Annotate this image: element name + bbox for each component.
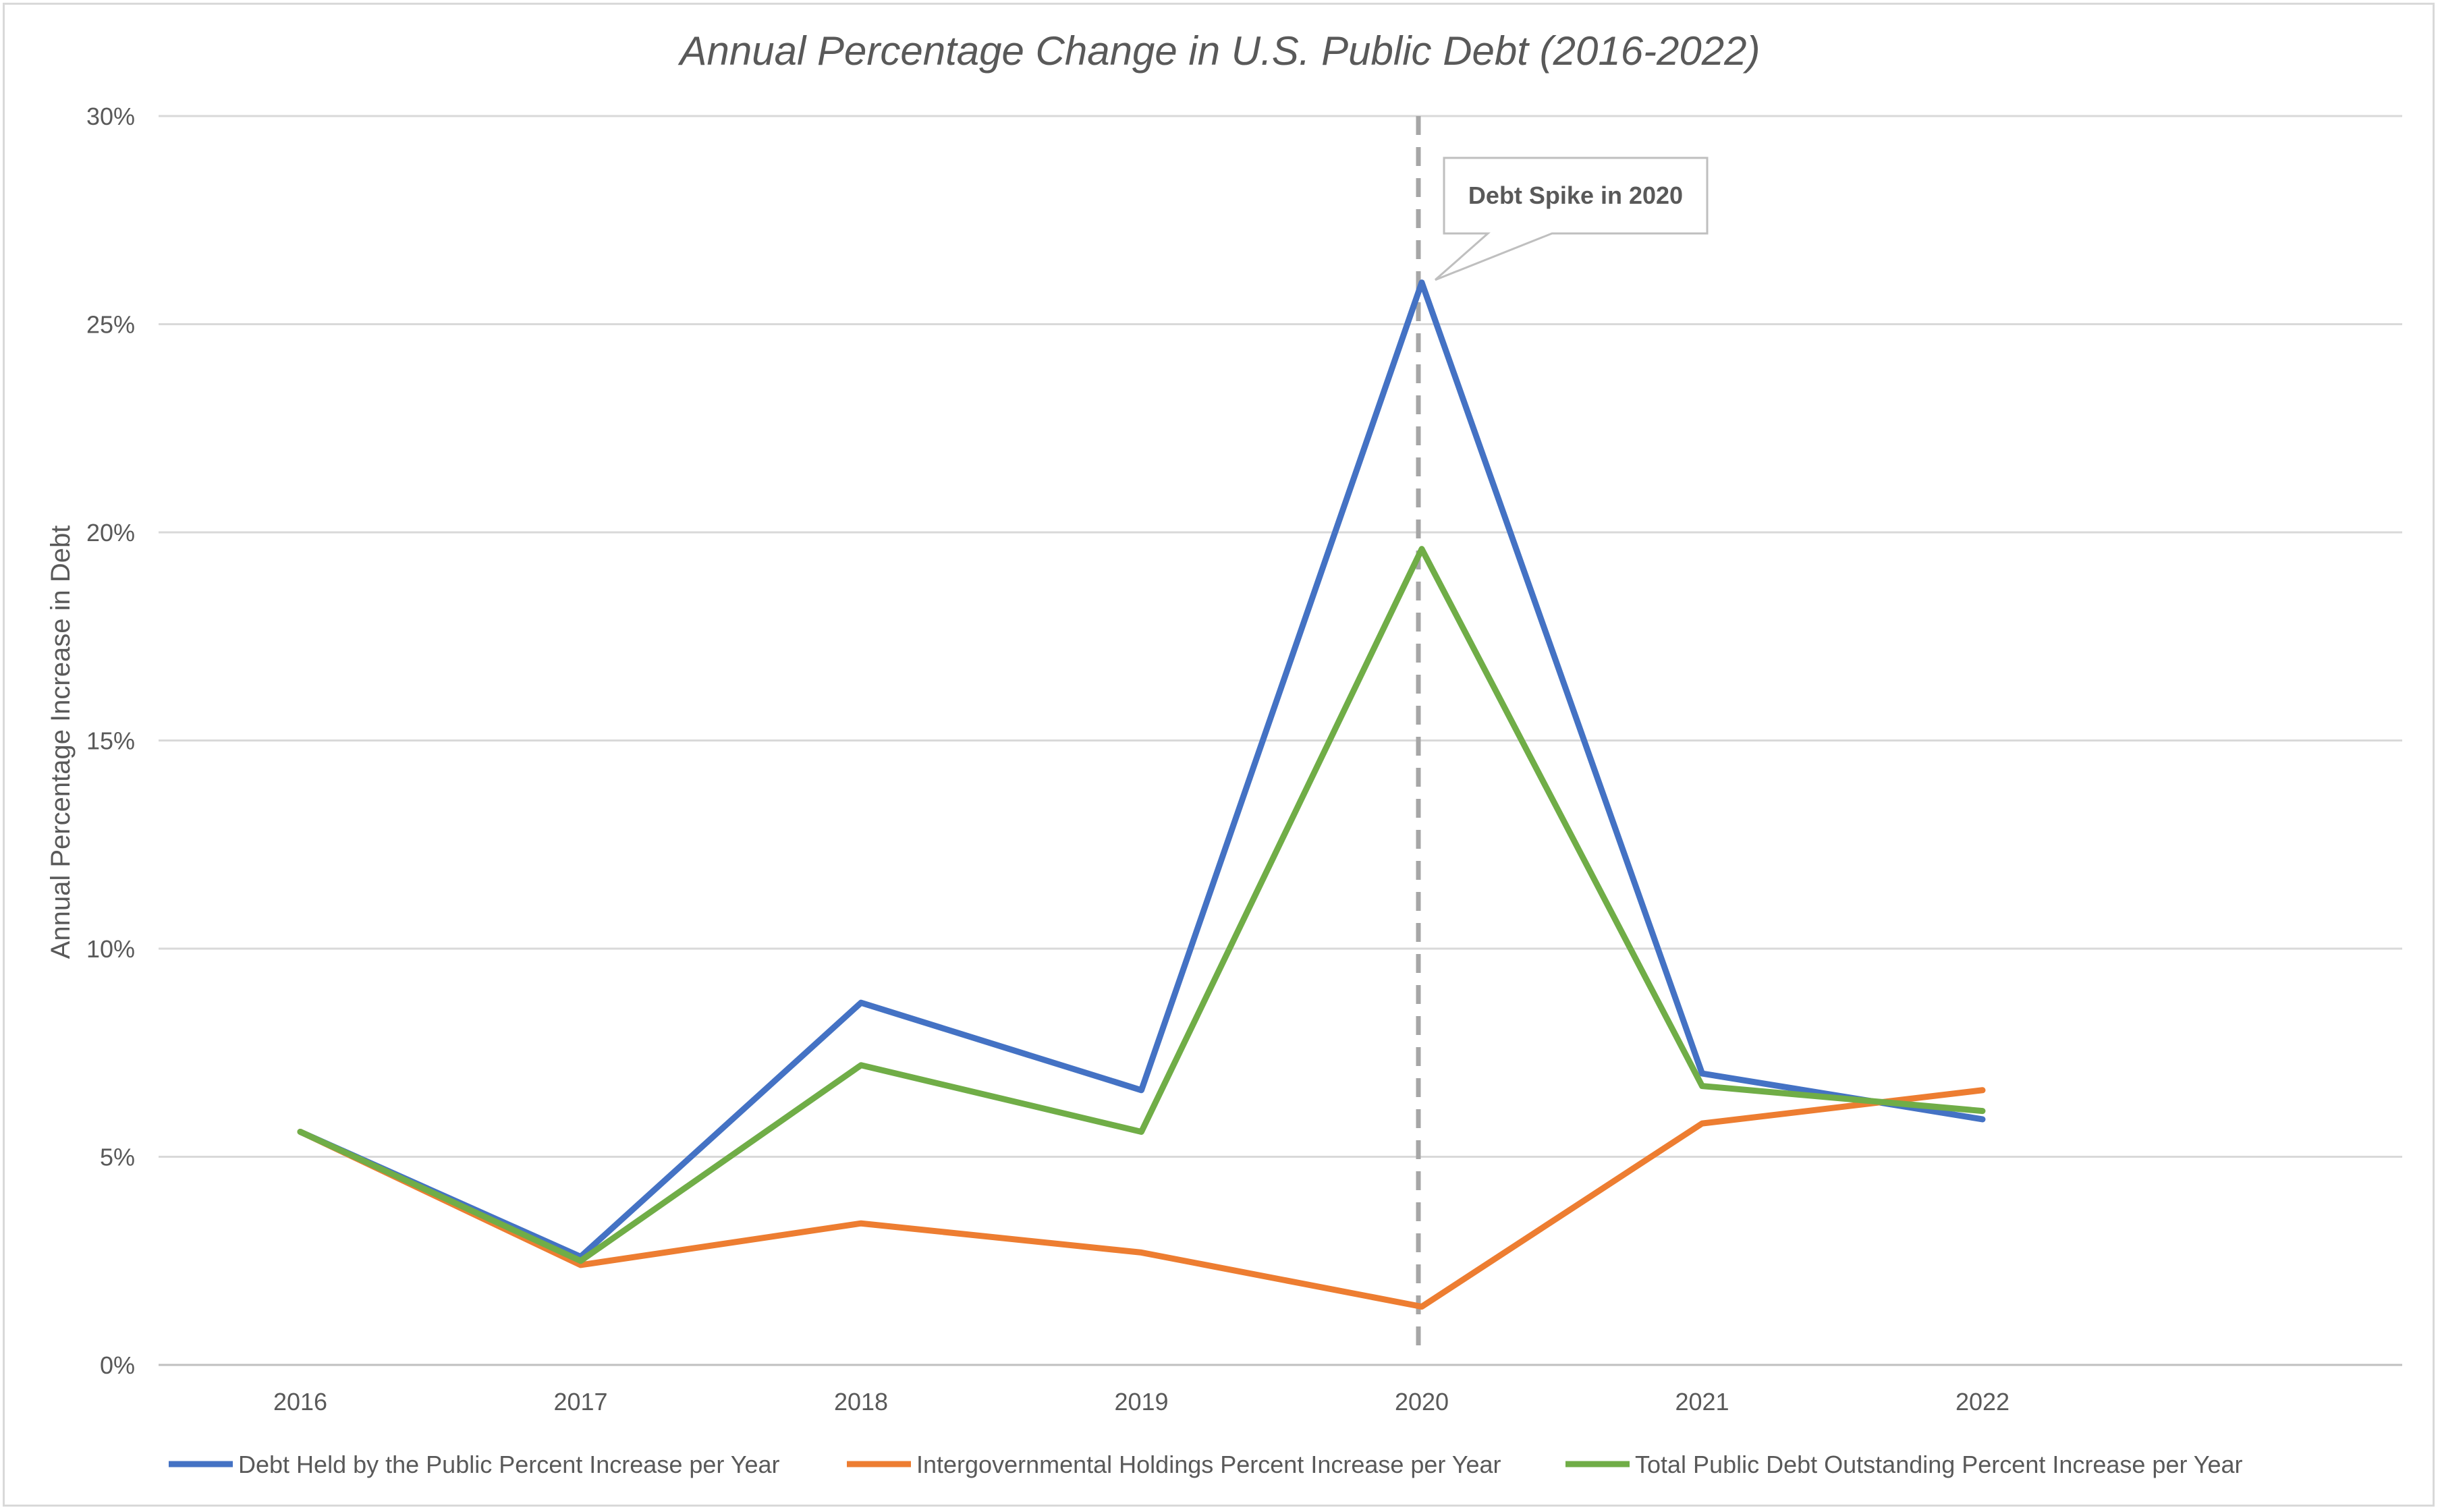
y-tick-label: 25% [86, 311, 135, 339]
y-tick-label: 30% [86, 103, 135, 130]
series-line-1 [297, 279, 1986, 1260]
y-tick-label: 20% [86, 519, 135, 547]
y-tick-label: 10% [86, 935, 135, 963]
x-tick-label: 2021 [1675, 1388, 1729, 1416]
chart-title: Annual Percentage Change in U.S. Public … [677, 28, 1760, 74]
x-tick-label: 2019 [1114, 1388, 1168, 1416]
legend-label: Intergovernmental Holdings Percent Incre… [916, 1451, 1501, 1478]
chart-frame [3, 3, 2435, 1507]
annotation-callout: Debt Spike in 2020 [1435, 157, 1709, 281]
y-tick-label: 5% [100, 1144, 135, 1171]
series-lines [297, 279, 1986, 1310]
callout-box [1435, 157, 1709, 281]
y-axis-ticks: 0% 5% 10% 15% 20% 25% 30% [86, 103, 135, 1379]
legend-label: Debt Held by the Public Percent Increase… [238, 1451, 779, 1478]
x-tick-label: 2022 [1956, 1388, 2009, 1416]
x-tick-label: 2016 [273, 1388, 327, 1416]
gridlines [159, 115, 2402, 1366]
y-axis-label: Annual Percentage Increase in Debt [46, 526, 76, 959]
annotation-text: Debt Spike in 2020 [1468, 181, 1683, 209]
x-axis-ticks: 2016 2017 2018 2019 2020 2021 2022 [273, 1388, 2009, 1416]
x-tick-label: 2018 [834, 1388, 888, 1416]
x-tick-label: 2017 [553, 1388, 607, 1416]
series-line-2 [297, 1087, 1986, 1310]
series-line-3 [297, 546, 1986, 1264]
y-tick-label: 15% [86, 727, 135, 755]
legend-label: Total Public Debt Outstanding Percent In… [1635, 1451, 2243, 1478]
y-tick-label: 0% [100, 1351, 135, 1379]
x-tick-label: 2020 [1395, 1388, 1449, 1416]
legend: Debt Held by the Public Percent Increase… [169, 1451, 2243, 1478]
